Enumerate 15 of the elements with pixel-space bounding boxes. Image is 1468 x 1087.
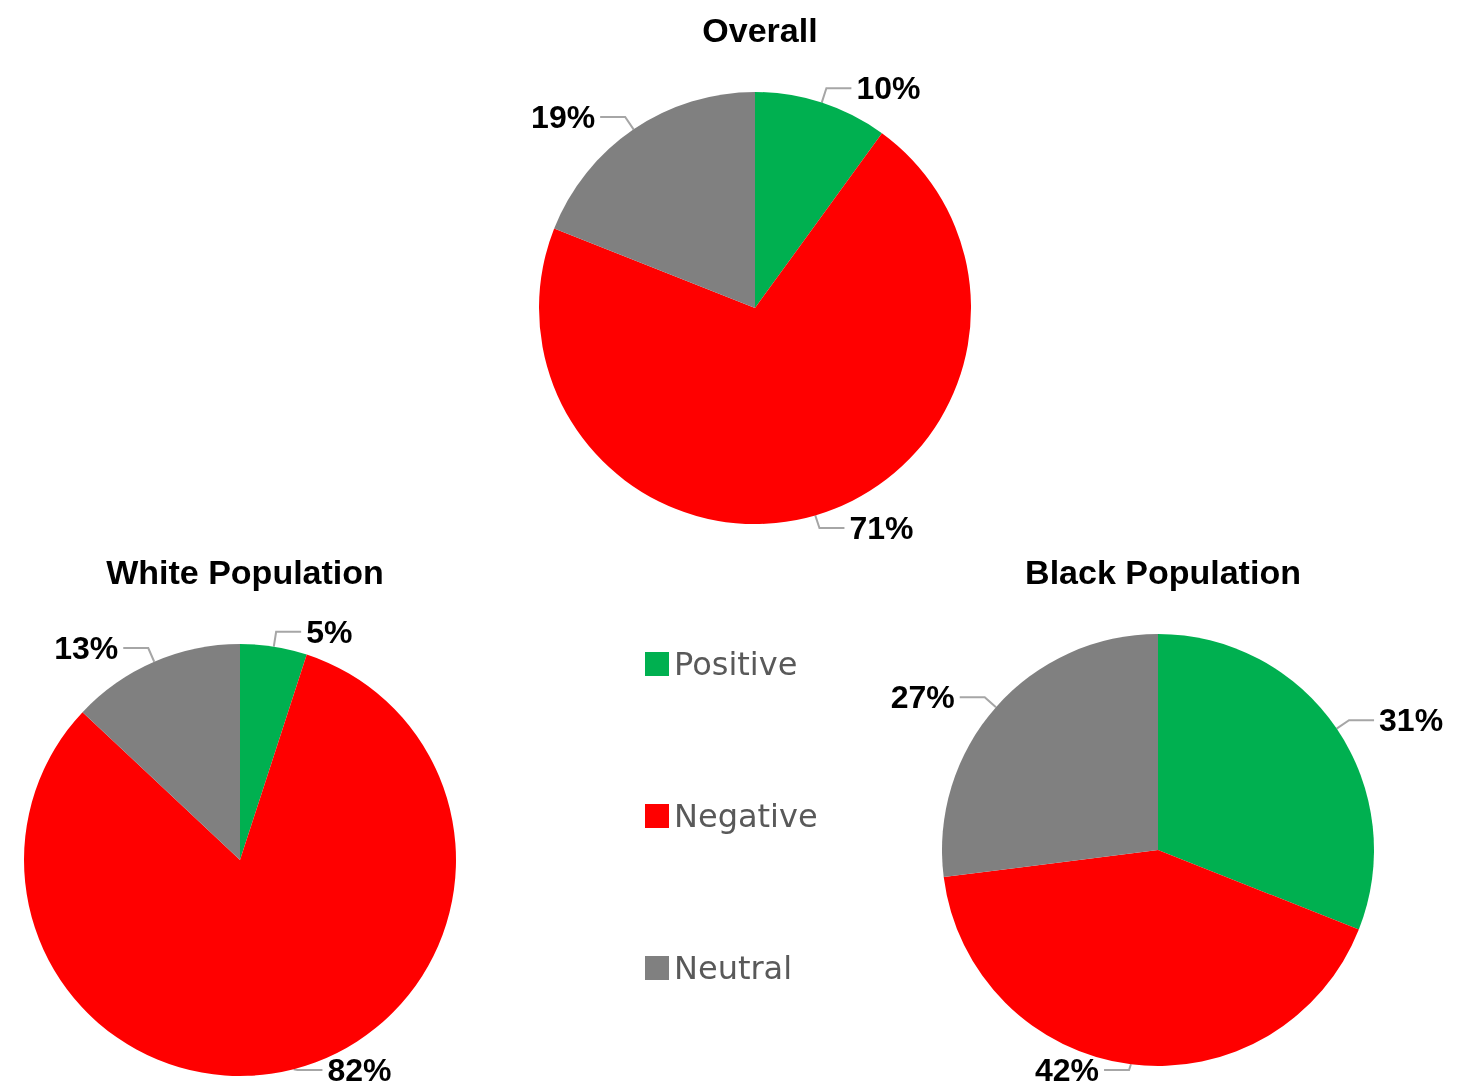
data-label: 19% [531, 98, 596, 135]
legend-label: Negative [674, 797, 818, 835]
data-label: 10% [856, 70, 921, 107]
data-label: 71% [849, 510, 914, 546]
data-label: 42% [1035, 1052, 1100, 1087]
data-label: 31% [1379, 702, 1444, 739]
data-label: 82% [327, 1052, 392, 1087]
data-label: 13% [54, 630, 119, 666]
data-label: 27% [890, 679, 955, 716]
chart-title: White Population [106, 553, 384, 591]
legend-label: Neutral [674, 949, 793, 987]
chart-title: Overall [702, 11, 818, 49]
chart-title: Black Population [1025, 553, 1301, 591]
legend-label: Positive [674, 645, 798, 683]
data-label: 5% [306, 613, 353, 650]
